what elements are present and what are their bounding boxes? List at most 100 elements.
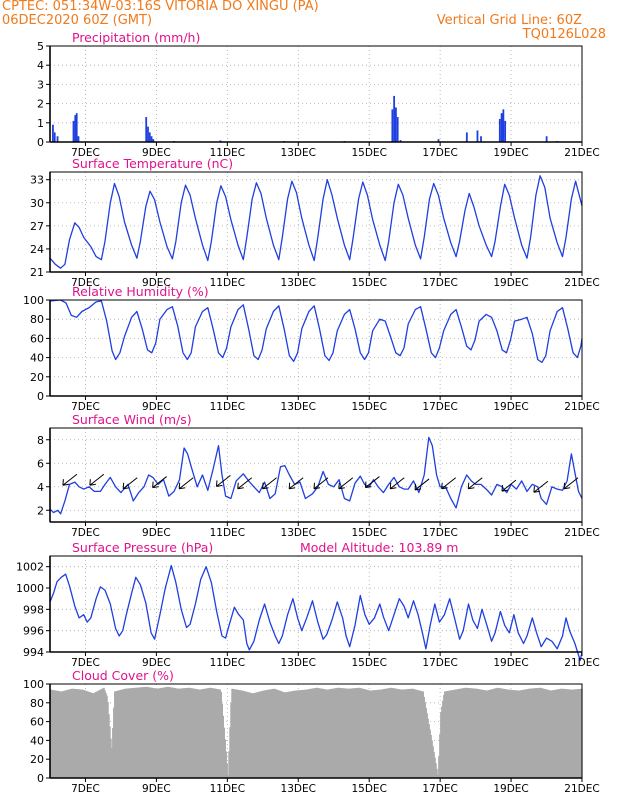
panel-6-cloud-bar	[532, 688, 535, 778]
panel-6-cloud-bar	[578, 689, 580, 778]
panel-6-cloud-bar	[148, 687, 151, 778]
panel-1-precip-bar	[75, 113, 78, 142]
panel-6-cloud-bar	[369, 690, 371, 778]
panel-6-cloud-bar	[411, 688, 414, 778]
panel-2-title: Surface Temperature (nC)	[72, 156, 233, 171]
panel-6-cloud-bar	[178, 688, 180, 778]
panel-6-cloud-bar	[414, 689, 417, 778]
panel-6-cloud-bar	[154, 688, 157, 778]
panel-6-cloud-bar	[177, 688, 179, 778]
panel-6-cloud-bar	[515, 690, 518, 778]
panel-6-cloud-bar	[216, 688, 219, 778]
panel-6-cloud-bar	[288, 691, 290, 778]
panel-4-wind-arrow-head	[89, 479, 96, 486]
panel-6-cloud-bar	[71, 688, 74, 778]
panel-6-cloud-bar	[340, 688, 343, 778]
panel-5-series-line	[49, 564, 583, 662]
panel-6-cloud-bar	[294, 690, 296, 778]
panel-6-cloud-bar	[73, 688, 76, 778]
panel-6-cloud-bar	[244, 691, 246, 778]
panel-6-cloud-bar	[545, 689, 548, 778]
panel-6-cloud-bar	[104, 690, 106, 778]
panel-6-cloud-bar	[254, 692, 257, 778]
panel-6-cloud-bar	[126, 688, 129, 778]
panel-6-cloud-bar	[367, 690, 369, 778]
panel-6-cloud-bar	[175, 688, 177, 778]
panel-6-cloud-bar	[57, 691, 60, 778]
panel-6-cloud-bar	[114, 691, 116, 778]
panel-1-xtick-label: 21DEC	[564, 147, 599, 159]
panel-3-ytick-label: 100	[23, 294, 44, 307]
panel-6-cloud-bar	[116, 690, 119, 778]
panel-6-cloud-bar	[524, 689, 527, 778]
panel-6-cloud-bar	[499, 688, 501, 778]
panel-6-cloud-bar	[543, 688, 546, 778]
panel-6-cloud-bar	[537, 687, 540, 778]
panel-6-cloud-bar	[571, 689, 573, 778]
panel-6-cloud-bar	[52, 690, 55, 778]
panel-6-cloud-bar	[159, 688, 161, 778]
panel-6-cloud-bar	[157, 688, 159, 778]
panel-1-title: Precipitation (mm/h)	[72, 30, 200, 45]
panel-6-cloud-bar	[396, 688, 399, 778]
panel-6-ytick-label: 60	[30, 716, 44, 729]
panel-6-cloud-bar	[517, 690, 520, 778]
panel-6-cloud-bar	[199, 689, 202, 778]
panel-6-cloud-bar	[442, 700, 444, 778]
panel-6-cloud-bar	[160, 688, 162, 778]
panel-6-cloud-bar	[483, 690, 486, 778]
panel-6-cloud-bar	[123, 688, 126, 778]
panel-6-cloud-bar	[173, 687, 175, 778]
panel-6-cloud-bar	[395, 688, 398, 778]
panel-4-wind-arrow-head	[288, 482, 296, 490]
panel-6-cloud-bar	[389, 687, 392, 778]
panel-6-cloud-bar	[450, 690, 453, 778]
panel-6-cloud-bar	[211, 688, 214, 778]
panel-6-cloud-bar	[451, 690, 454, 778]
panel-6-cloud-bar	[50, 689, 53, 778]
panel-6-cloud-bar	[427, 718, 429, 778]
panel-6-cloud-bar	[60, 691, 63, 778]
panel-6-cloud-bar	[312, 688, 314, 778]
panel-6-xtick-label: 13DEC	[281, 783, 316, 795]
panel-3-series-line	[49, 299, 583, 364]
panel-6-cloud-bar	[432, 746, 434, 778]
panel-6-cloud-bar	[213, 688, 216, 778]
panel-1-precip-bar	[476, 130, 479, 142]
panel-6-cloud-bar	[319, 688, 322, 778]
panel-6-cloud-bar	[506, 689, 508, 778]
panel-6-cloud-bar	[457, 689, 460, 778]
panel-6-ytick-label: 20	[30, 753, 44, 766]
panel-6-cloud-bar	[299, 690, 301, 778]
panel-5-xtick-label: 11DEC	[210, 657, 245, 669]
panel-6-cloud-bar	[422, 691, 424, 778]
panel-6-cloud-bar	[131, 688, 134, 778]
panel-6-cloud-bar	[87, 691, 90, 778]
panel-4-wind-arrow	[152, 476, 167, 488]
panel-6-cloud-bar	[548, 690, 551, 778]
header-model-id: TQ0126L028	[522, 27, 606, 42]
panel-6-cloud-bar	[51, 689, 54, 778]
panel-4-wind-arrow	[288, 477, 304, 490]
panel-6-cloud-bar	[287, 691, 290, 778]
panel-6-cloud-bar	[192, 688, 195, 778]
panel-6-cloud-bar	[97, 690, 99, 778]
panel-6-cloud-bar	[61, 691, 64, 778]
panel-6-cloud-bar	[460, 688, 463, 778]
panel-6-cloud-bar	[317, 688, 320, 778]
panel-6-cloud-bar	[374, 690, 376, 778]
panel-6-cloud-bar	[455, 689, 458, 778]
panel-6-cloud-bar	[267, 689, 270, 778]
panel-6-cloud-bar	[488, 690, 490, 778]
panel-6-cloud-bar	[344, 688, 347, 778]
panel-6-cloud-bar	[110, 738, 112, 778]
panel-2-xtick-label: 9DEC	[142, 277, 171, 289]
panel-6-cloud-bar	[195, 689, 198, 778]
panel-6-cloud-bar	[322, 688, 325, 778]
panel-6-cloud-bar	[391, 688, 394, 778]
panel-6-cloud-bar	[265, 690, 268, 778]
panel-6-cloud-bar	[378, 689, 380, 778]
panel-6-cloud-bar	[306, 689, 308, 778]
panel-6-cloud-bar	[263, 690, 266, 778]
panel-6-cloud-bar	[303, 689, 305, 778]
